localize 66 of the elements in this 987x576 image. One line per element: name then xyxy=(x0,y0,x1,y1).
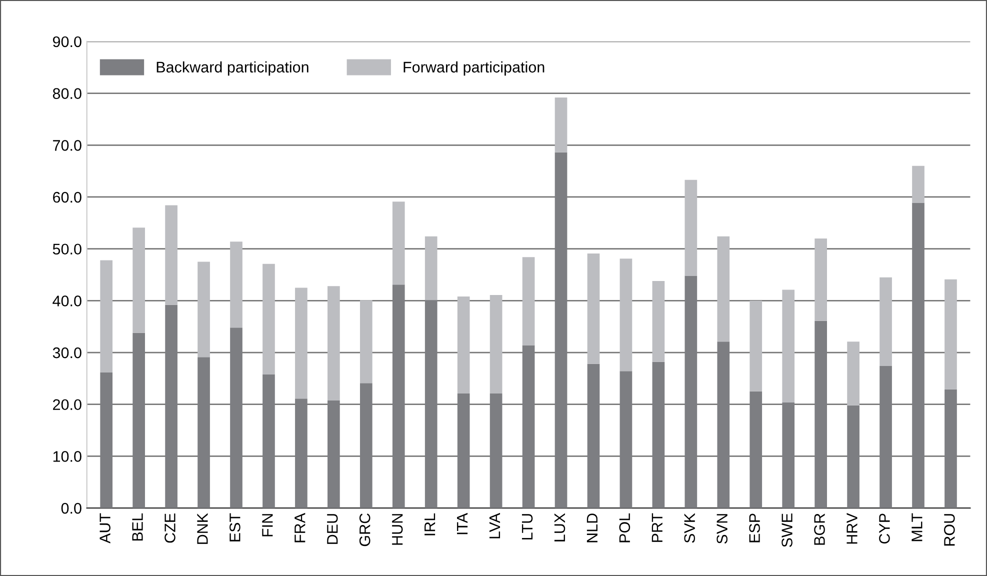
y-tick-label: 70.0 xyxy=(53,140,82,151)
bar xyxy=(554,97,568,152)
legend-label: Forward participation xyxy=(404,61,544,76)
x-tick-label: NLD xyxy=(586,514,598,542)
x-tick-label: CYP xyxy=(879,514,890,544)
bar xyxy=(522,257,535,346)
x-tick-label: SVN xyxy=(716,514,728,544)
y-tick-label: 80.0 xyxy=(52,88,82,99)
x-tick-label: LTU xyxy=(522,514,533,540)
bar xyxy=(457,296,470,394)
x-tick-label: AUT xyxy=(100,513,110,544)
y-tick-label: 30.0 xyxy=(52,347,82,358)
x-tick-label: IRL xyxy=(424,513,436,536)
x-tick-label: DNK xyxy=(197,513,208,544)
x-tick-label: HUN xyxy=(392,514,403,545)
x-tick-label: LVA xyxy=(490,512,500,538)
bar xyxy=(782,290,795,402)
legend-label: Backward participation xyxy=(156,61,308,76)
y-tick-label: 40.0 xyxy=(52,296,82,306)
x-tick-label: GRC xyxy=(359,513,370,546)
y-tick-label: 0.0 xyxy=(61,502,82,514)
x-tick-label: CZE xyxy=(164,514,176,543)
x-tick-label: LUX xyxy=(554,513,566,542)
bar xyxy=(490,294,502,394)
y-tick-label: 10.0 xyxy=(53,451,82,462)
bar xyxy=(944,279,957,390)
bar xyxy=(198,262,210,358)
bar xyxy=(880,277,892,366)
x-tick-label: DEU xyxy=(327,514,338,544)
bar xyxy=(912,166,924,203)
bar xyxy=(717,236,730,342)
bar xyxy=(620,258,632,372)
x-tick-label: MLT xyxy=(912,513,922,542)
bar xyxy=(100,260,113,372)
bar xyxy=(165,205,178,305)
bar xyxy=(652,280,665,362)
bar xyxy=(587,254,600,364)
x-tick-label: BEL xyxy=(132,513,143,541)
bar xyxy=(424,236,438,300)
bar xyxy=(295,288,308,399)
x-tick-label: SVK xyxy=(684,513,696,543)
x-tick-label: SWE xyxy=(782,514,792,547)
bar xyxy=(814,238,827,321)
x-tick-label: POL xyxy=(619,513,630,542)
x-tick-label: HRV xyxy=(846,512,858,544)
y-tick-label: 60.0 xyxy=(53,192,82,203)
x-tick-label: PRT xyxy=(652,513,662,542)
x-tick-label: ESP xyxy=(749,514,760,542)
y-tick-label: 20.0 xyxy=(53,399,82,410)
x-tick-label: FRA xyxy=(294,512,306,542)
bar xyxy=(847,342,860,406)
bar xyxy=(328,286,340,400)
bar xyxy=(684,180,698,276)
bar xyxy=(392,202,405,285)
bar xyxy=(750,300,762,392)
x-tick-label: ITA xyxy=(457,512,468,534)
y-tick-label: 90.0 xyxy=(52,36,82,48)
bar xyxy=(360,300,372,384)
bar xyxy=(132,228,145,333)
bar xyxy=(262,264,275,374)
y-tick-label: 50.0 xyxy=(52,244,82,255)
x-tick-label: FIN xyxy=(262,514,273,536)
bar xyxy=(230,242,242,328)
x-tick-label: BGR xyxy=(814,514,825,545)
x-tick-label: EST xyxy=(230,513,240,542)
x-tick-label: ROU xyxy=(944,514,955,546)
